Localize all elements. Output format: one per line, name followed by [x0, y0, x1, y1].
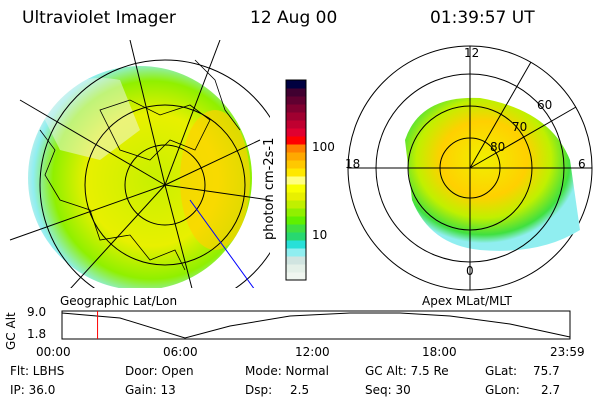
- colorbar-swatch: [286, 112, 306, 121]
- colorbar-swatch: [286, 192, 306, 201]
- colorbar-swatch: [286, 160, 306, 169]
- colorbar-swatch: [286, 176, 306, 185]
- instrument-title: Ultraviolet Imager: [22, 8, 176, 28]
- filter-info: Flt: LBHS: [10, 364, 65, 378]
- altitude-ytick-max: 9.0: [27, 305, 47, 319]
- glon-label: GLon:: [485, 383, 520, 397]
- mlat-label-70: 70: [512, 120, 528, 134]
- colorbar-swatch: [286, 216, 306, 225]
- colorbar-swatch: [286, 104, 306, 113]
- ip-info: IP: 36.0: [10, 383, 56, 397]
- colorbar-swatch: [286, 88, 306, 97]
- time-label: 01:39:57 UT: [430, 8, 535, 28]
- colorbar: [286, 80, 306, 281]
- colorbar-swatch: [286, 232, 306, 241]
- colorbar-swatch: [286, 152, 306, 161]
- colorbar-swatch: [286, 200, 306, 209]
- mlt-label-6: 6: [578, 157, 586, 171]
- dsp-value: 2.5: [290, 383, 310, 397]
- colorbar-swatch: [286, 128, 306, 137]
- xtick-2359: 23:59: [550, 345, 585, 359]
- xtick-1800: 18:00: [422, 345, 457, 359]
- door-info: Door: Open: [125, 364, 194, 378]
- glon-value: 2.7: [541, 383, 561, 397]
- colorbar-swatch: [286, 120, 306, 129]
- colorbar-tick-100: 100: [312, 140, 335, 154]
- colorbar-swatch: [286, 248, 306, 257]
- gc-alt-info: GC Alt: 7.5 Re: [365, 364, 449, 378]
- colorbar-swatch: [286, 136, 306, 145]
- glat-value: 75.7: [533, 364, 560, 378]
- mlt-label-12: 12: [464, 46, 480, 60]
- gain-info: Gain: 13: [125, 383, 176, 397]
- seq-info: Seq: 30: [365, 383, 411, 397]
- colorbar-swatch: [286, 184, 306, 193]
- xtick-0000: 00:00: [36, 345, 71, 359]
- mlt-label-18: 18: [345, 157, 361, 171]
- colorbar-swatch: [286, 224, 306, 233]
- dsp-label: Dsp:: [245, 383, 273, 397]
- mlat-label-80: 80: [490, 140, 506, 154]
- date-label: 12 Aug 00: [250, 8, 338, 28]
- xtick-1200: 12:00: [295, 345, 330, 359]
- mode-info: Mode: Normal: [245, 364, 329, 378]
- colorbar-swatch: [286, 256, 306, 265]
- colorbar-label: photon cm-2s-1: [262, 137, 277, 240]
- colorbar-swatch: [286, 264, 306, 273]
- altitude-plot-frame: [61, 310, 571, 340]
- colorbar-swatch: [286, 272, 306, 281]
- colorbar-swatch: [286, 80, 306, 89]
- mlt-label-0: 0: [466, 264, 474, 278]
- colorbar-tick-10: 10: [312, 228, 328, 242]
- geographic-image: [9, 40, 270, 288]
- xtick-0600: 06:00: [163, 345, 198, 359]
- altitude-curve: [61, 312, 571, 339]
- colorbar-swatch: [286, 96, 306, 105]
- colorbar-swatch: [286, 144, 306, 153]
- left-caption: Geographic Lat/Lon: [60, 294, 178, 308]
- altitude-ytick-min: 1.8: [27, 327, 47, 341]
- altitude-ylabel: GC Alt: [4, 312, 18, 350]
- colorbar-swatch: [286, 168, 306, 177]
- colorbar-swatch: [286, 208, 306, 217]
- polar-image: [347, 45, 593, 291]
- right-caption: Apex MLat/MLT: [422, 294, 512, 308]
- colorbar-swatch: [286, 240, 306, 249]
- colorbar-frame: [285, 79, 307, 281]
- mlat-label-60: 60: [537, 98, 553, 112]
- glat-label: GLat:: [485, 364, 518, 378]
